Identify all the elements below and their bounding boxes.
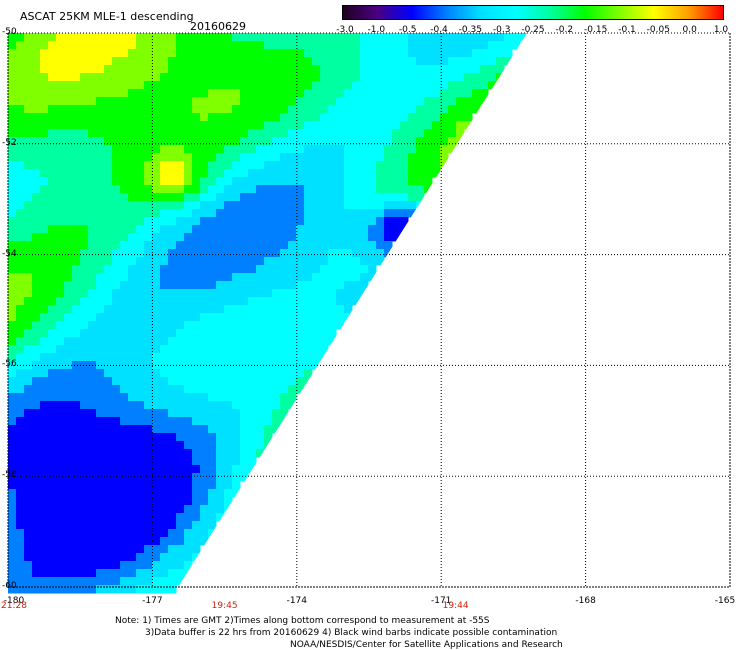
map-frame	[7, 32, 731, 588]
latitude-label: -50	[2, 27, 17, 37]
product-title: ASCAT 25KM MLE-1 descending	[20, 10, 194, 23]
colorbar-tick-label: 1.0	[713, 25, 729, 35]
time-label: 19:45	[211, 601, 238, 611]
note-line-1: Note: 1) Times are GMT 2)Times along bot…	[115, 616, 490, 626]
note-line-2: 3)Data buffer is 22 hrs from 20160629 4)…	[145, 628, 558, 638]
colorbar-tick-label: -0.5	[398, 25, 417, 35]
colorbar-tick-label: -0.2	[555, 25, 574, 35]
longitude-label: -174	[286, 596, 308, 606]
wind-data-grid	[8, 33, 529, 594]
colorbar-tick-label: -0.25	[521, 25, 545, 35]
latitude-label: -58	[2, 470, 17, 481]
colorbar-tick-label: -0.35	[458, 25, 482, 35]
longitude-label: -177	[142, 596, 163, 606]
colorbar-tick-label: -3.0	[336, 25, 354, 35]
latitude-label: -60	[2, 581, 17, 591]
longitude-label: -171	[430, 596, 452, 606]
time-label: 19:44	[442, 601, 469, 611]
colorbar	[342, 5, 724, 20]
latitude-label: -54	[2, 248, 17, 259]
latitude-label: -52	[2, 137, 17, 148]
colorbar-tick-label: -0.3	[492, 25, 511, 35]
colorbar-tick-label: -1.0	[367, 25, 386, 35]
colorbar-tick-label: 0.0	[682, 25, 697, 35]
colorbar-tick-label: -0.05	[646, 25, 670, 35]
colorbar-tick-label: -0.15	[584, 25, 608, 35]
longitude-label: -168	[575, 596, 596, 606]
note-line-3: NOAA/NESDIS/Center for Satellite Applica…	[290, 640, 563, 650]
longitude-label: -165	[714, 596, 736, 606]
colorbar-tick-label: -0.1	[618, 25, 636, 35]
no-data-region	[178, 33, 730, 587]
colorbar-tick-label: -0.4	[430, 25, 448, 35]
time-label: 21:28	[1, 601, 27, 611]
latitude-label: -56	[2, 359, 17, 370]
product-date: 20160629	[190, 20, 246, 33]
longitude-label: -180	[3, 596, 25, 606]
